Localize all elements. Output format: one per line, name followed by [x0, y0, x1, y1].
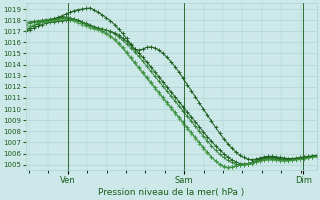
X-axis label: Pression niveau de la mer( hPa ): Pression niveau de la mer( hPa ) — [98, 188, 244, 197]
